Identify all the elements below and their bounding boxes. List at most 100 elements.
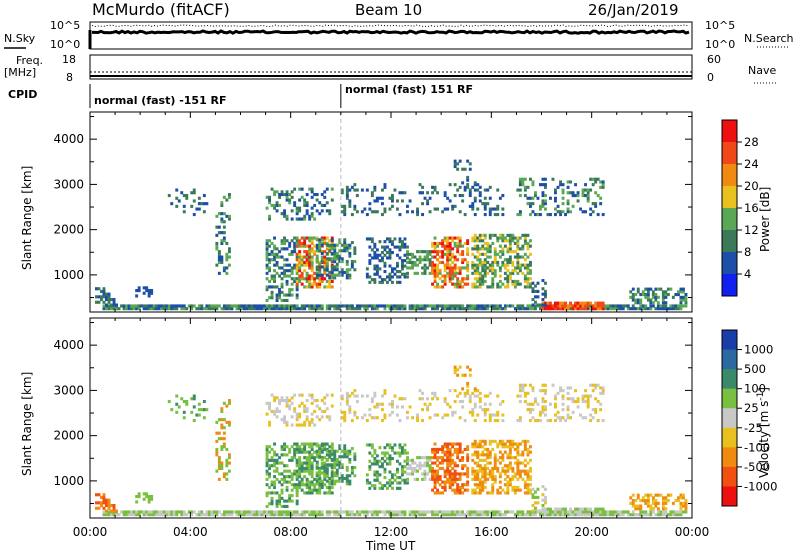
power-cell <box>330 270 334 275</box>
power-cell <box>523 241 527 246</box>
velocity-cell <box>559 416 563 420</box>
velocity-cell <box>493 510 497 514</box>
power-cell <box>100 295 103 299</box>
velocity-cell <box>207 510 211 514</box>
power-cell <box>320 277 324 281</box>
power-cell <box>684 293 688 297</box>
velocity-cell <box>303 447 307 452</box>
power-cell <box>473 247 477 251</box>
power-cell <box>318 262 322 266</box>
velocity-cell <box>639 507 643 511</box>
power-cell <box>453 255 457 259</box>
velocity-cell <box>391 476 394 480</box>
velocity-cell <box>441 491 445 495</box>
velocity-cell <box>446 456 450 460</box>
velocity-cell <box>350 468 354 472</box>
velocity-cell <box>511 469 515 473</box>
velocity-cell <box>388 454 392 458</box>
power-cell <box>285 263 289 267</box>
velocity-cell <box>541 405 545 409</box>
power-cell <box>363 304 367 308</box>
power-cell <box>285 214 289 218</box>
power-cell <box>107 295 111 299</box>
power-cell <box>466 252 470 256</box>
power-cell <box>167 307 171 311</box>
velocity-cell <box>586 405 590 409</box>
velocity-cell <box>335 457 339 462</box>
power-cell <box>531 281 535 285</box>
velocity-cell <box>473 402 477 406</box>
velocity-cell <box>508 439 512 443</box>
velocity-cell <box>518 513 522 517</box>
velocity-cell <box>579 413 583 417</box>
velocity-cell <box>288 469 292 473</box>
velocity-cell <box>135 500 139 504</box>
power-cell <box>649 304 653 308</box>
power-cell <box>215 263 219 267</box>
velocity-cell <box>273 513 277 517</box>
power-cell <box>195 207 199 211</box>
power-cell <box>298 258 302 262</box>
power-cell <box>491 282 495 286</box>
power-cell <box>523 252 527 256</box>
power-cell <box>275 304 279 308</box>
velocity-cell <box>396 513 399 517</box>
velocity-cell <box>298 450 302 454</box>
velocity-cell <box>473 483 477 487</box>
power-cell <box>511 250 515 254</box>
velocity-cell <box>641 499 645 503</box>
velocity-cell <box>313 442 317 446</box>
velocity-cell <box>661 496 665 500</box>
power-cell <box>273 269 277 273</box>
power-cell <box>433 279 437 284</box>
velocity-cell <box>182 416 186 420</box>
power-cell <box>180 191 184 195</box>
velocity-cell <box>523 447 527 452</box>
velocity-cell <box>305 399 309 403</box>
power-cell <box>639 293 643 297</box>
velocity-cell <box>197 510 201 514</box>
velocity-cell <box>406 481 409 485</box>
velocity-cell <box>378 473 382 477</box>
velocity-cell <box>278 409 282 414</box>
velocity-cell <box>343 510 347 514</box>
power-cell <box>273 285 277 289</box>
station-title: McMurdo (fitACF) <box>92 0 230 19</box>
power-cell <box>651 290 655 294</box>
power-cell <box>197 207 201 211</box>
velocity-cell <box>428 416 432 420</box>
power-cell <box>220 307 224 311</box>
power-cell <box>443 236 447 240</box>
velocity-cell <box>478 480 482 484</box>
date-title: 26/Jan/2019 <box>588 1 679 19</box>
velocity-data-cells <box>95 365 688 517</box>
velocity-cell <box>323 409 327 414</box>
power-cell <box>453 304 457 308</box>
velocity-cell <box>315 455 319 459</box>
power-cell <box>451 269 455 273</box>
velocity-cell <box>541 504 545 508</box>
power-cell <box>463 277 467 281</box>
power-cell <box>217 258 221 262</box>
power-cell <box>594 301 598 305</box>
velocity-cell <box>498 450 502 454</box>
power-cell <box>300 187 304 191</box>
power-cell <box>423 271 427 275</box>
power-cell <box>421 304 425 308</box>
velocity-cell <box>443 450 447 454</box>
power-cell <box>338 238 342 242</box>
velocity-cell <box>534 400 537 404</box>
velocity-cell <box>413 469 417 473</box>
power-cell <box>373 272 377 276</box>
velocity-cell <box>110 513 114 517</box>
power-cell <box>564 213 568 217</box>
velocity-cell <box>436 510 440 514</box>
power-cell <box>353 207 357 211</box>
power-cell <box>461 285 465 289</box>
power-cell <box>451 239 455 243</box>
velocity-cell <box>391 400 394 404</box>
power-cell <box>155 304 159 308</box>
power-cell <box>526 263 530 267</box>
power-cell <box>471 239 475 243</box>
